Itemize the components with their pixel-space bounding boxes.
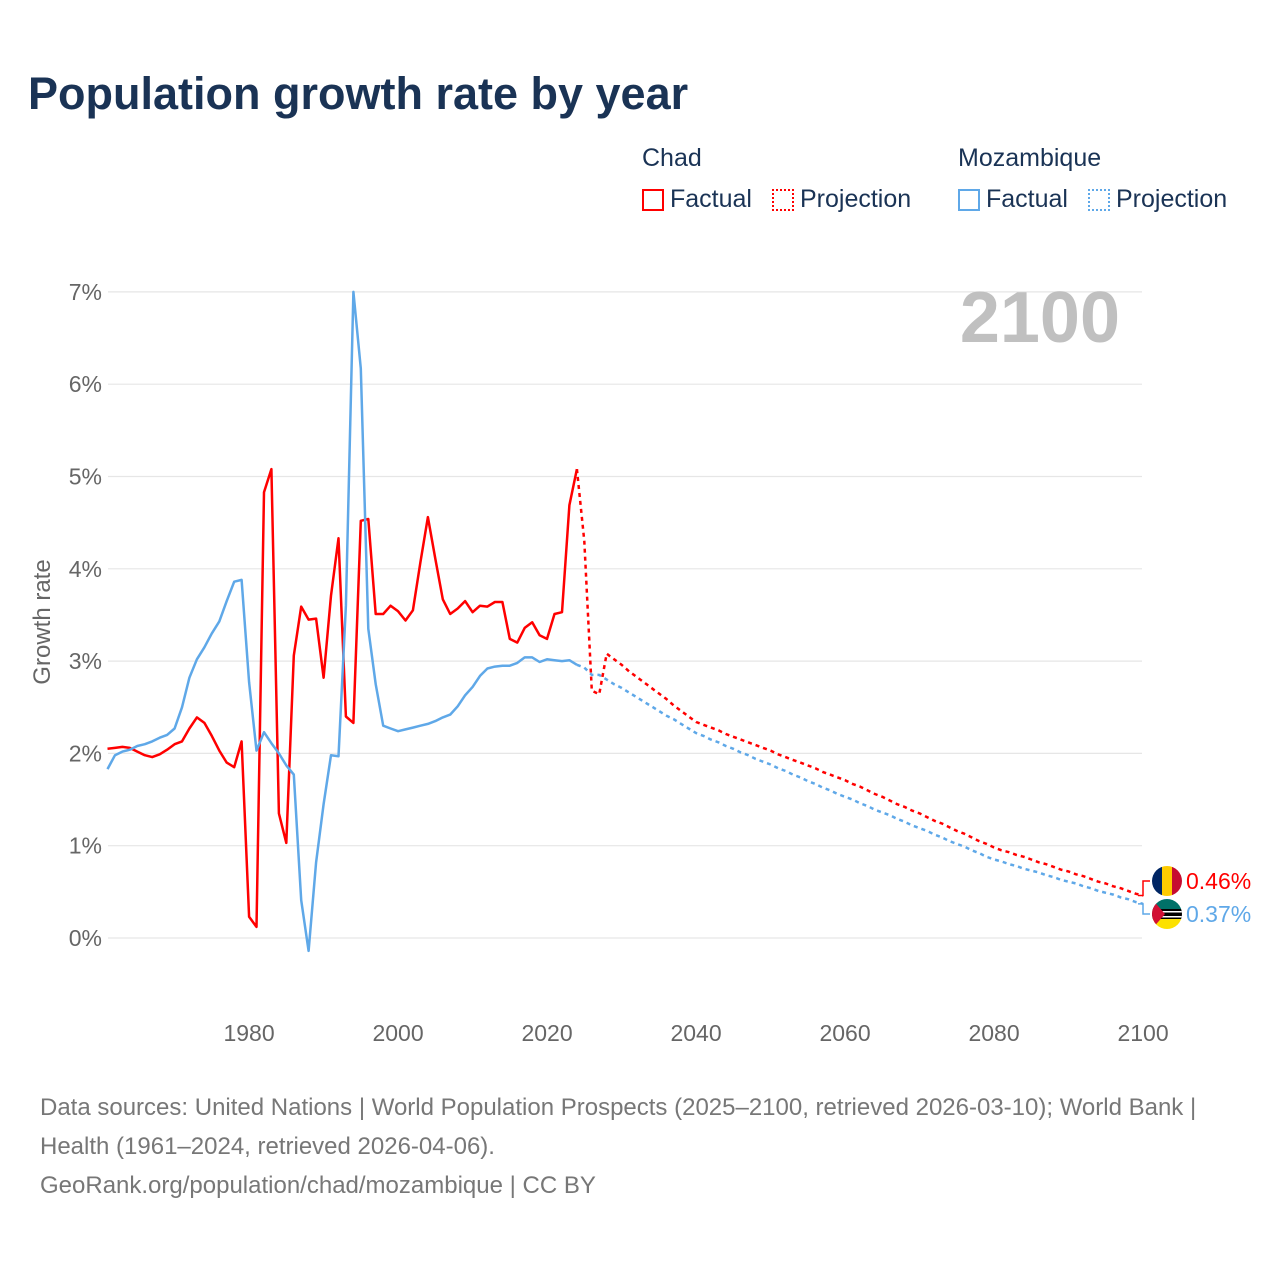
chad-factual-line xyxy=(107,467,579,929)
y-tick-label: 0% xyxy=(69,925,102,951)
flag-stripe xyxy=(1152,899,1182,909)
chad-flag-icon xyxy=(1152,866,1182,896)
legend-swatch-dotted xyxy=(1087,188,1110,211)
x-tick-label: 2100 xyxy=(1117,1020,1168,1046)
legend-group-chad: Chad Factual Projection xyxy=(642,144,911,214)
chad-end-label: 0.46% xyxy=(1186,868,1251,894)
x-tick-label: 2000 xyxy=(372,1020,423,1046)
y-axis-label: Growth rate xyxy=(29,559,56,684)
legend-swatch-solid xyxy=(958,188,980,211)
flag-stripe xyxy=(1152,866,1162,896)
flag-triangle xyxy=(1152,899,1165,929)
flag-stripe xyxy=(1152,911,1182,913)
gridlines: 0% 1% 2% 3% 4% 5% 6% 7% 1980 2000 2020 2040 2060 2080… xyxy=(69,279,1169,1046)
y-tick-label: 5% xyxy=(69,464,102,490)
flag-body xyxy=(1152,866,1182,896)
y-tick-label: 6% xyxy=(69,371,102,397)
legend-mozambique-factual[interactable]: Factual xyxy=(958,185,1068,214)
mozambique-projection-line xyxy=(576,663,1144,906)
credit-link[interactable]: GeoRank.org/population/chad/mozambique |… xyxy=(40,1172,596,1199)
x-tick-label: 2080 xyxy=(968,1020,1019,1046)
chart-title: Population growth rate by year xyxy=(28,68,689,119)
y-tick-label: 7% xyxy=(69,279,102,305)
x-tick-label: 2020 xyxy=(521,1020,572,1046)
legend-label: Projection xyxy=(1115,185,1228,213)
legend-chad-factual[interactable]: Factual xyxy=(642,185,752,214)
legend-group-title: Chad xyxy=(642,144,702,172)
legend-label: Factual xyxy=(986,185,1068,213)
footer: Data sources: United Nations | World Pop… xyxy=(40,1088,1240,1205)
mozambique-flag-icon xyxy=(1152,899,1182,929)
legend-label: Projection xyxy=(799,185,912,213)
flag-stripe xyxy=(1152,919,1182,929)
label-connector xyxy=(1138,880,1150,897)
legend-label: Factual xyxy=(670,185,752,213)
end-labels: 0.46% 0.37% xyxy=(1138,866,1251,929)
x-tick-label: 1980 xyxy=(223,1020,274,1046)
flag-stripe xyxy=(1172,866,1182,896)
y-tick-label: 1% xyxy=(69,833,102,859)
legend-group-mozambique: Mozambique Factual Projection xyxy=(958,144,1227,214)
y-tick-label: 3% xyxy=(69,648,102,674)
chad-projection-line xyxy=(575,468,1144,897)
x-tick-label: 2040 xyxy=(670,1020,721,1046)
year-watermark: 2100 xyxy=(960,278,1120,358)
y-tick-label: 2% xyxy=(69,740,102,766)
mozambique-end-label: 0.37% xyxy=(1186,901,1251,927)
legend-swatch-dotted xyxy=(771,188,794,211)
legend-swatch-solid xyxy=(642,188,664,211)
label-connector xyxy=(1138,903,1150,915)
data-sources: Data sources: United Nations | World Pop… xyxy=(40,1094,1197,1160)
series-lines xyxy=(106,290,1144,953)
flag-stripe xyxy=(1162,866,1172,896)
x-tick-label: 2060 xyxy=(819,1020,870,1046)
mozambique-factual-line xyxy=(106,290,578,953)
flag-stripe xyxy=(1152,916,1182,918)
legend-chad-projection[interactable]: Projection xyxy=(771,185,912,214)
flag-stripe xyxy=(1152,909,1182,919)
flag-body xyxy=(1152,899,1182,929)
legend-group-title: Mozambique xyxy=(958,144,1102,172)
legend-mozambique-projection[interactable]: Projection xyxy=(1087,185,1228,214)
y-tick-label: 4% xyxy=(69,556,102,582)
